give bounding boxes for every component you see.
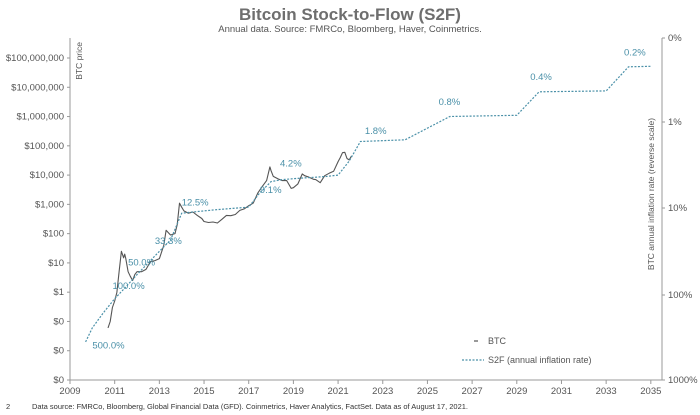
y-right-axis-ticks: 1000% 100% 10% 1% 0% bbox=[662, 33, 698, 386]
x-tick-label: 2015 bbox=[193, 386, 214, 397]
x-tick-label: 2011 bbox=[104, 386, 124, 397]
y-left-tick-label: $0 bbox=[53, 346, 64, 357]
inflation-annotation: 1.8% bbox=[365, 126, 387, 137]
y-right-tick-label: 10% bbox=[668, 203, 688, 214]
inflation-annotation: 0.2% bbox=[624, 48, 646, 59]
y-left-tick-label: $10,000,000 bbox=[11, 82, 64, 93]
legend-s2f-label: S2F (annual inflation rate) bbox=[488, 355, 592, 365]
y-right-tick-label: 1000% bbox=[668, 375, 698, 386]
annotation-layer: 500.0% 100.0% 50.0%33.3% 12.5% 9.1% 4.2% 1.8% 0… bbox=[92, 48, 646, 352]
series-layer bbox=[85, 65, 651, 343]
inflation-annotation: 33.3% bbox=[155, 236, 182, 247]
y-left-tick-label: $100,000 bbox=[24, 141, 64, 152]
x-tick-label: 2027 bbox=[462, 386, 483, 397]
y-left-tick-label: $1,000,000 bbox=[16, 112, 64, 123]
y-left-axis-ticks: $0 $0 $0 $1 $10 $100 $1,000 $10,000 $100,000 $1,0… bbox=[6, 53, 70, 386]
page-number: 2 bbox=[6, 402, 10, 411]
y-right-axis-label: BTC annual inflation rate (reverse scale… bbox=[646, 118, 656, 270]
footer-source: Data source: FMRCo, Bloomberg, Global Fi… bbox=[32, 402, 468, 411]
plot-area bbox=[69, 38, 663, 381]
series-btc-line bbox=[107, 151, 352, 329]
inflation-annotation: 0.8% bbox=[439, 97, 461, 108]
x-tick-label: 2033 bbox=[596, 386, 617, 397]
x-tick-label: 2025 bbox=[417, 386, 438, 397]
y-left-tick-label: $100,000,000 bbox=[6, 53, 64, 64]
inflation-annotation: 9.1% bbox=[260, 185, 282, 196]
x-tick-label: 2035 bbox=[640, 386, 661, 397]
x-tick-label: 2009 bbox=[59, 386, 80, 397]
y-left-tick-label: $10,000 bbox=[30, 170, 64, 181]
y-left-tick-label: $1,000 bbox=[35, 199, 64, 210]
y-left-tick-label: $1 bbox=[53, 287, 64, 298]
y-left-tick-label: $10 bbox=[48, 258, 64, 269]
y-left-tick-label: $0 bbox=[53, 316, 64, 327]
x-tick-label: 2013 bbox=[149, 386, 170, 397]
x-tick-label: 2031 bbox=[551, 386, 572, 397]
inflation-annotation: 500.0% bbox=[92, 340, 125, 351]
y-right-tick-label: 100% bbox=[668, 290, 693, 301]
inflation-annotation: 0.4% bbox=[530, 72, 552, 83]
y-left-tick-label: $100 bbox=[43, 229, 64, 240]
y-right-tick-label: 0% bbox=[668, 33, 682, 44]
chart-title: Bitcoin Stock-to-Flow (S2F) bbox=[239, 5, 461, 24]
inflation-annotation: 100.0% bbox=[112, 281, 145, 292]
inflation-annotation: 4.2% bbox=[280, 158, 302, 169]
y-left-tick-label: $0 bbox=[53, 375, 64, 386]
x-tick-label: 2029 bbox=[506, 386, 527, 397]
legend: BTC S2F (annual inflation rate) bbox=[462, 336, 592, 365]
series-s2f-line bbox=[85, 65, 651, 343]
legend-btc-label: BTC bbox=[488, 336, 507, 346]
inflation-annotation: 50.0% bbox=[128, 258, 155, 269]
y-right-tick-label: 1% bbox=[668, 117, 682, 128]
x-tick-label: 2021 bbox=[328, 386, 349, 397]
inflation-annotation: 12.5% bbox=[182, 198, 209, 209]
x-tick-label: 2019 bbox=[283, 386, 304, 397]
x-tick-label: 2023 bbox=[372, 386, 393, 397]
x-axis-ticks: 2009 2011 2013 2015 2017 2019 2021 2023 2025 2027… bbox=[59, 380, 661, 397]
y-left-axis-label: BTC price bbox=[74, 42, 84, 80]
x-tick-label: 2017 bbox=[238, 386, 259, 397]
chart-subtitle: Annual data. Source: FMRCo, Bloomberg, H… bbox=[218, 24, 481, 35]
